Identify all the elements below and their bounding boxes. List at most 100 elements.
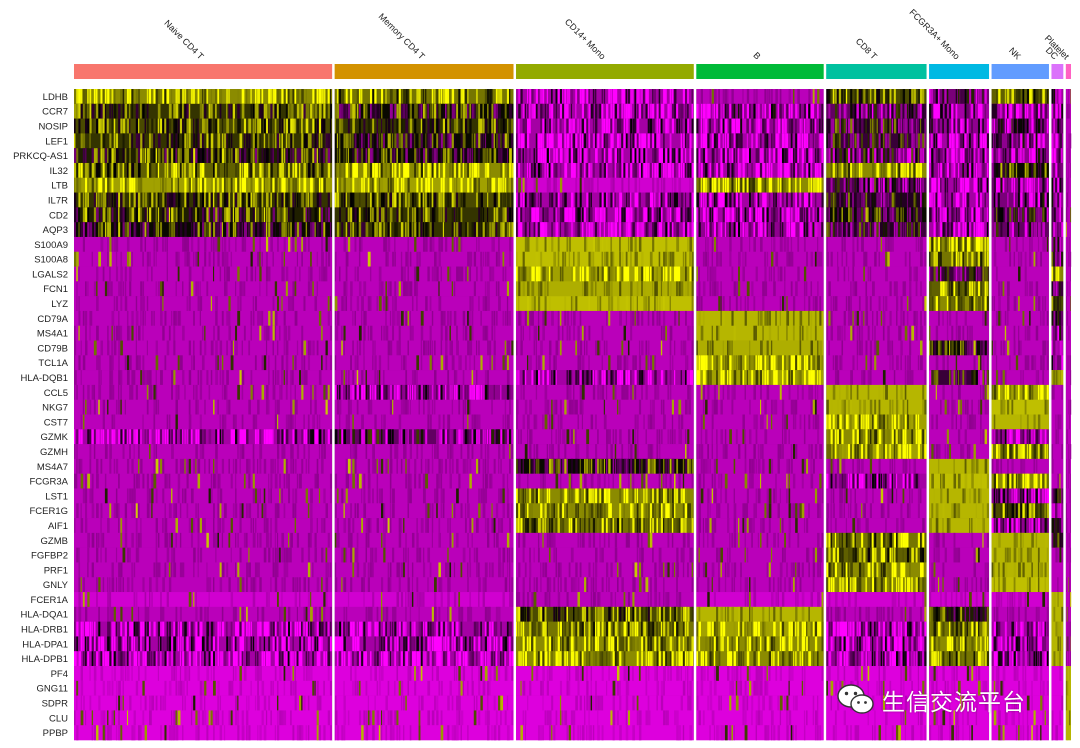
heatmap-cell	[285, 207, 289, 223]
heatmap-cell	[129, 325, 131, 341]
heatmap-cell	[438, 429, 442, 445]
heatmap-cell	[502, 355, 506, 371]
heatmap-cell	[487, 680, 490, 696]
heatmap-cell	[621, 162, 624, 179]
heatmap-cell	[462, 310, 466, 327]
heatmap-cell	[480, 251, 482, 267]
heatmap-cell	[376, 429, 380, 445]
heatmap-cell	[420, 133, 423, 149]
heatmap-cell	[182, 118, 184, 134]
heatmap-cell	[199, 680, 203, 696]
heatmap-cell	[356, 399, 359, 415]
heatmap-cell	[641, 207, 643, 223]
heatmap-cell	[120, 296, 123, 312]
heatmap-cell	[427, 207, 430, 223]
heatmap-cell	[272, 370, 274, 386]
heatmap-cell	[270, 118, 272, 134]
heatmap-cell	[93, 429, 96, 445]
heatmap-cell	[224, 251, 227, 267]
heatmap-cell	[193, 192, 196, 208]
heatmap-cell	[691, 251, 695, 267]
heatmap-cell	[270, 458, 273, 474]
heatmap-cell	[416, 148, 418, 164]
heatmap-cell	[74, 89, 77, 105]
heatmap-cell	[658, 162, 661, 179]
heatmap-cell	[502, 133, 505, 149]
heatmap-cell	[294, 118, 296, 134]
heatmap-cell	[76, 680, 79, 696]
heatmap-cell	[230, 103, 232, 119]
heatmap-cell	[272, 148, 274, 164]
heatmap-cell	[520, 266, 523, 282]
heatmap-cell	[215, 429, 218, 445]
heatmap-cell	[592, 251, 595, 267]
heatmap-cell	[290, 296, 294, 312]
heatmap-cell	[422, 621, 425, 637]
heatmap-cell	[290, 680, 293, 696]
heatmap-cell	[107, 429, 109, 445]
heatmap-cell	[74, 636, 76, 652]
heatmap-cell	[392, 103, 394, 119]
heatmap-cell	[166, 133, 169, 149]
heatmap-cell	[237, 177, 240, 193]
heatmap-cell	[188, 621, 191, 637]
heatmap-cell	[663, 177, 666, 193]
heatmap-cell	[568, 251, 571, 267]
heatmap-cell	[411, 192, 414, 208]
heatmap-cell	[100, 429, 103, 445]
heatmap-cell	[484, 251, 487, 267]
heatmap-cell	[352, 651, 354, 667]
heatmap-cell	[329, 429, 333, 445]
heatmap-cell	[484, 621, 487, 637]
heatmap-cell	[367, 384, 370, 401]
heatmap-cell	[502, 562, 504, 578]
heatmap-cell	[489, 340, 492, 356]
heatmap-cell	[634, 133, 638, 149]
heatmap-cell	[343, 192, 346, 208]
heatmap-cell	[649, 266, 652, 282]
heatmap-cell	[518, 207, 520, 223]
heatmap-cell	[98, 355, 101, 371]
heatmap-cell	[182, 148, 185, 164]
heatmap-cell	[263, 118, 267, 134]
heatmap-cell	[363, 325, 366, 341]
heatmap-cell	[285, 103, 288, 119]
heatmap-cell	[460, 148, 462, 164]
heatmap-cell	[376, 148, 380, 164]
heatmap-cell	[475, 414, 479, 430]
heatmap-cell	[199, 310, 201, 327]
heatmap-cell	[195, 429, 198, 445]
heatmap-cell	[316, 177, 320, 193]
heatmap-cell	[314, 296, 318, 312]
heatmap-cell	[495, 207, 499, 223]
heatmap-cell	[625, 162, 629, 179]
heatmap-cell	[669, 89, 672, 105]
heatmap-cell	[290, 532, 293, 548]
heatmap-cell	[294, 429, 298, 445]
heatmap-cell	[489, 162, 491, 179]
heatmap-cell	[414, 266, 418, 282]
heatmap-cell	[372, 458, 375, 474]
heatmap-cell	[87, 399, 89, 415]
heatmap-cell	[118, 281, 121, 297]
heatmap-cell	[135, 310, 139, 327]
heatmap-cell	[471, 310, 474, 327]
heatmap-cell	[475, 236, 478, 253]
heatmap-cell	[627, 222, 631, 238]
heatmap-cell	[453, 103, 456, 119]
heatmap-cell	[241, 89, 245, 105]
heatmap-cell	[537, 192, 540, 208]
heatmap-cell	[126, 621, 129, 637]
heatmap-cell	[467, 399, 470, 415]
heatmap-cell	[100, 177, 103, 193]
heatmap-cell	[641, 266, 644, 282]
heatmap-cell	[228, 310, 231, 327]
heatmap-cell	[144, 192, 148, 208]
heatmap-cell	[292, 118, 295, 134]
heatmap-cell	[449, 340, 453, 356]
heatmap-cell	[493, 636, 496, 652]
heatmap-cell	[385, 325, 389, 341]
heatmap-cell	[451, 399, 454, 415]
heatmap-cell	[182, 636, 184, 652]
heatmap-cell	[89, 488, 92, 504]
